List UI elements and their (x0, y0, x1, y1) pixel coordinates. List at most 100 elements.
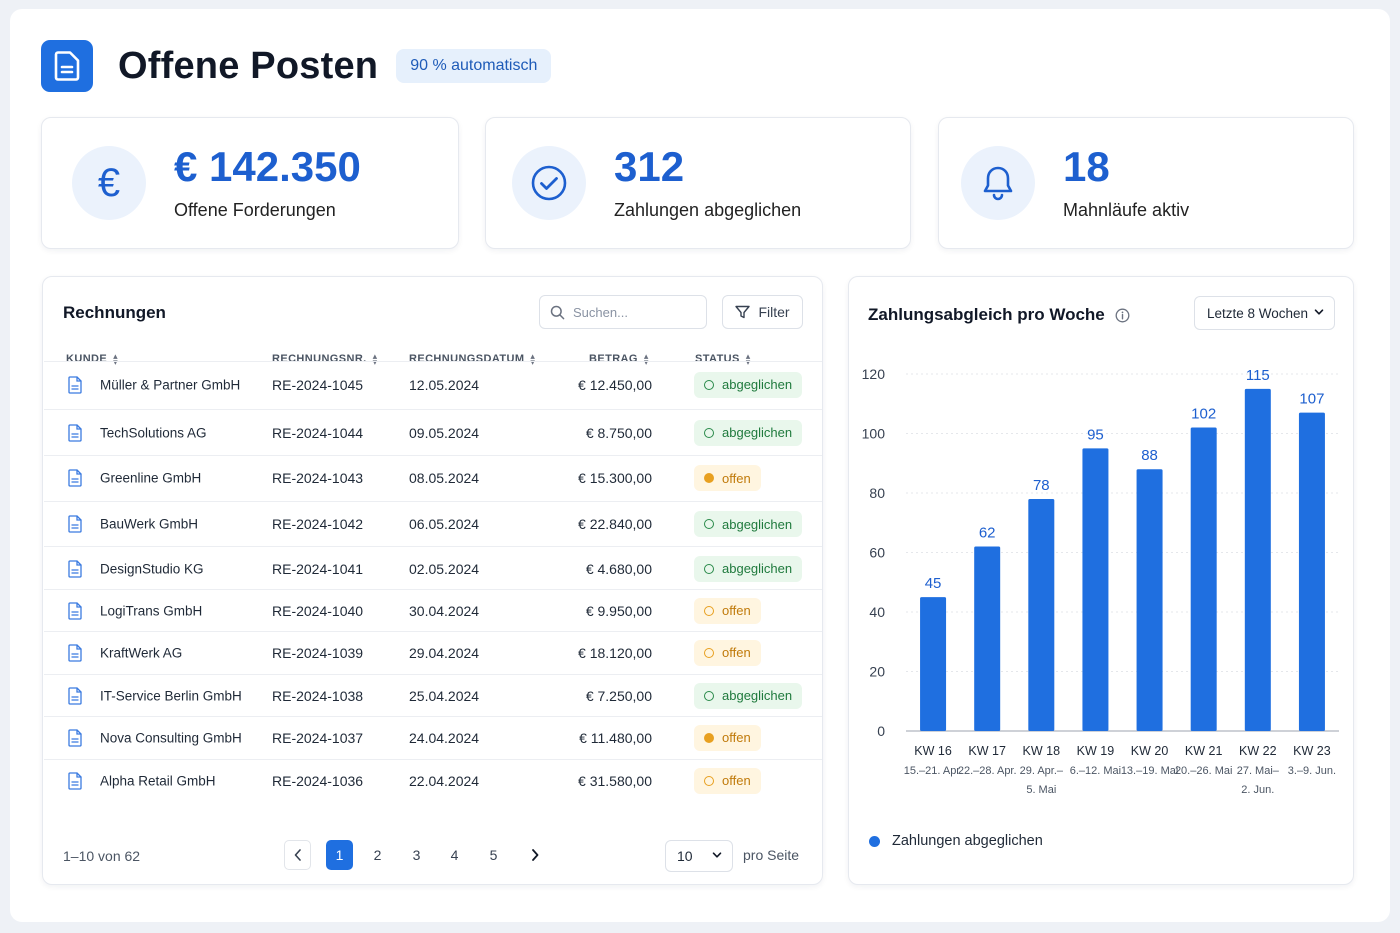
cell-kunde: Nova Consulting GmbH (100, 730, 242, 745)
data-label: 88 (1141, 447, 1158, 464)
x-tick-sublabel: 13.–19. Mai (1121, 765, 1178, 777)
invoices-card: Rechnungen Suchen... Filter KUNDE ▴ ▾ REC… (42, 276, 823, 885)
column-header-rechnungsdatum[interactable]: RECHNUNGSDATUM ▴ ▾ (409, 352, 535, 367)
page-header: Offene Posten 90 % automatisch (41, 40, 552, 92)
status-badge: offen (694, 465, 761, 491)
page-button-4[interactable]: 4 (450, 847, 459, 863)
cell-betrag: € 12.450,00 (578, 376, 652, 393)
kpi-value: 18 (1063, 142, 1110, 190)
table-row[interactable]: TechSolutions AG RE-2024-1044 09.05.2024 € … (44, 409, 822, 455)
document-icon (68, 559, 82, 578)
per-page-select[interactable]: 10 (665, 840, 733, 872)
chevron-down-icon (712, 852, 722, 858)
info-icon[interactable] (1115, 308, 1130, 323)
y-tick-label: 120 (862, 366, 886, 382)
kpi-card-open-receivables: € € 142.350 Offene Forderungen (41, 117, 459, 249)
x-tick-sublabel: 27. Mai– (1237, 765, 1280, 777)
cell-betrag: € 22.840,00 (578, 516, 652, 532)
document-icon (68, 375, 82, 394)
kpi-card-payments-matched: 312 Zahlungen abgeglichen (485, 117, 911, 249)
x-tick-label: KW 23 (1293, 744, 1331, 758)
x-tick-sublabel: 22.–28. Apr. (958, 765, 1017, 777)
document-icon (68, 601, 82, 620)
table-row[interactable]: KraftWerk AG RE-2024-1039 29.04.2024 € 18.1… (44, 631, 822, 673)
status-dot-icon (704, 647, 714, 658)
filter-button[interactable]: Filter (722, 295, 803, 329)
previous-page-button[interactable] (284, 840, 311, 870)
x-tick-label: KW 20 (1131, 744, 1169, 758)
document-icon (68, 728, 82, 747)
status-dot-icon (704, 775, 714, 786)
cell-betrag: € 7.250,00 (585, 687, 652, 704)
status-badge: abgeglichen (694, 371, 803, 398)
status-badge: abgeglichen (694, 511, 803, 537)
status-dot-icon (704, 427, 714, 438)
sort-icon: ▴ ▾ (745, 351, 751, 368)
column-header-label: RECHNUNGSDATUM (409, 353, 525, 366)
cell-betrag: € 4.680,00 (585, 560, 652, 577)
cell-rechnungsnr: RE-2024-1038 (272, 687, 364, 704)
filter-label: Filter (758, 304, 790, 320)
page-button-1[interactable]: 1 (326, 840, 353, 870)
search-input[interactable]: Suchen... (539, 295, 707, 329)
data-label: 102 (1191, 406, 1216, 423)
document-icon (68, 643, 82, 662)
column-header-status[interactable]: STATUS ▴ ▾ (695, 351, 751, 368)
chevron-right-icon (531, 849, 538, 861)
document-icon (41, 40, 93, 92)
cell-rechnungsnr: RE-2024-1039 (272, 644, 364, 661)
cell-rechnungsnr: RE-2024-1044 (272, 424, 364, 441)
table-row[interactable]: Alpha Retail GmbH RE-2024-1036 22.04.2024 €… (44, 759, 822, 801)
table-row[interactable]: LogiTrans GmbH RE-2024-1040 30.04.2024 € 9.… (44, 589, 822, 631)
x-tick-sublabel: 2. Jun. (1241, 784, 1274, 796)
x-tick-label: KW 22 (1239, 744, 1277, 758)
bell-icon (961, 146, 1035, 220)
euro-icon: € (72, 146, 146, 220)
cell-betrag: € 31.580,00 (578, 772, 652, 789)
status-label: offen (722, 645, 751, 660)
data-label: 95 (1087, 426, 1104, 443)
x-tick-sublabel: 5. Mai (1026, 784, 1056, 796)
time-range-select[interactable]: Letzte 8 Wochen (1194, 296, 1335, 330)
column-header-label: STATUS (695, 353, 740, 366)
automation-badge: 90 % automatisch (396, 49, 552, 83)
per-page-label: pro Seite (743, 847, 800, 863)
next-page-button[interactable] (521, 840, 548, 870)
per-page-value: 10 (677, 848, 693, 864)
column-header-label: RECHNUNGSNR. (272, 353, 367, 366)
y-tick-label: 0 (877, 723, 885, 739)
chevron-down-icon (1314, 309, 1324, 315)
table-row[interactable]: BauWerk GmbH RE-2024-1042 06.05.2024 € 22.8… (44, 501, 822, 546)
column-header-kunde[interactable]: KUNDE ▴ ▾ (66, 352, 118, 367)
table-row[interactable]: Nova Consulting GmbH RE-2024-1037 24.04.20… (44, 716, 822, 758)
cell-rechnungsnr: RE-2024-1042 (272, 516, 364, 532)
cell-rechnungsnr: RE-2024-1036 (272, 772, 364, 789)
status-dot-icon (704, 473, 714, 483)
pagination-info: 1–10 von 62 (63, 848, 141, 864)
document-icon (68, 686, 82, 705)
page-button-2[interactable]: 2 (373, 847, 382, 863)
status-label: offen (722, 730, 751, 745)
column-header-betrag[interactable]: BETRAG ▴ ▾ (589, 351, 649, 368)
table-row[interactable]: Greenline GmbH RE-2024-1043 08.05.2024 € 15… (44, 455, 822, 500)
cell-rechnungsnr: RE-2024-1037 (272, 729, 364, 746)
column-header-rechnungsnr[interactable]: RECHNUNGSNR. ▴ ▾ (272, 352, 378, 367)
document-icon (68, 771, 82, 790)
chart-title-row: Zahlungsabgleich pro Woche (868, 305, 1130, 325)
x-tick-sublabel: 29. Apr.– (1020, 765, 1064, 777)
status-badge: offen (694, 597, 761, 624)
table-row[interactable]: Müller & Partner GmbH RE-2024-1045 12.05.2… (44, 361, 822, 407)
status-dot-icon (704, 605, 714, 616)
column-header-label: KUNDE (66, 353, 108, 366)
check-circle-icon (512, 146, 586, 220)
status-badge: abgeglichen (694, 682, 803, 709)
table-row[interactable]: IT-Service Berlin GmbH RE-2024-1038 25.04.… (44, 674, 822, 716)
table-row[interactable]: DesignStudio KG RE-2024-1041 02.05.2024 € 4… (44, 546, 822, 590)
legend-label: Zahlungen abgeglichen (892, 833, 1043, 849)
sort-icon: ▴ ▾ (643, 351, 649, 368)
page-button-5[interactable]: 5 (489, 847, 498, 863)
cell-betrag: € 11.480,00 (579, 729, 652, 746)
page-button-3[interactable]: 3 (412, 847, 421, 863)
bar-chart: 0 20 40 60 80 100 120 45 KW 16 15.–21. Apr. 62 KW 1… (862, 366, 1339, 796)
y-tick-label: 20 (869, 664, 885, 680)
